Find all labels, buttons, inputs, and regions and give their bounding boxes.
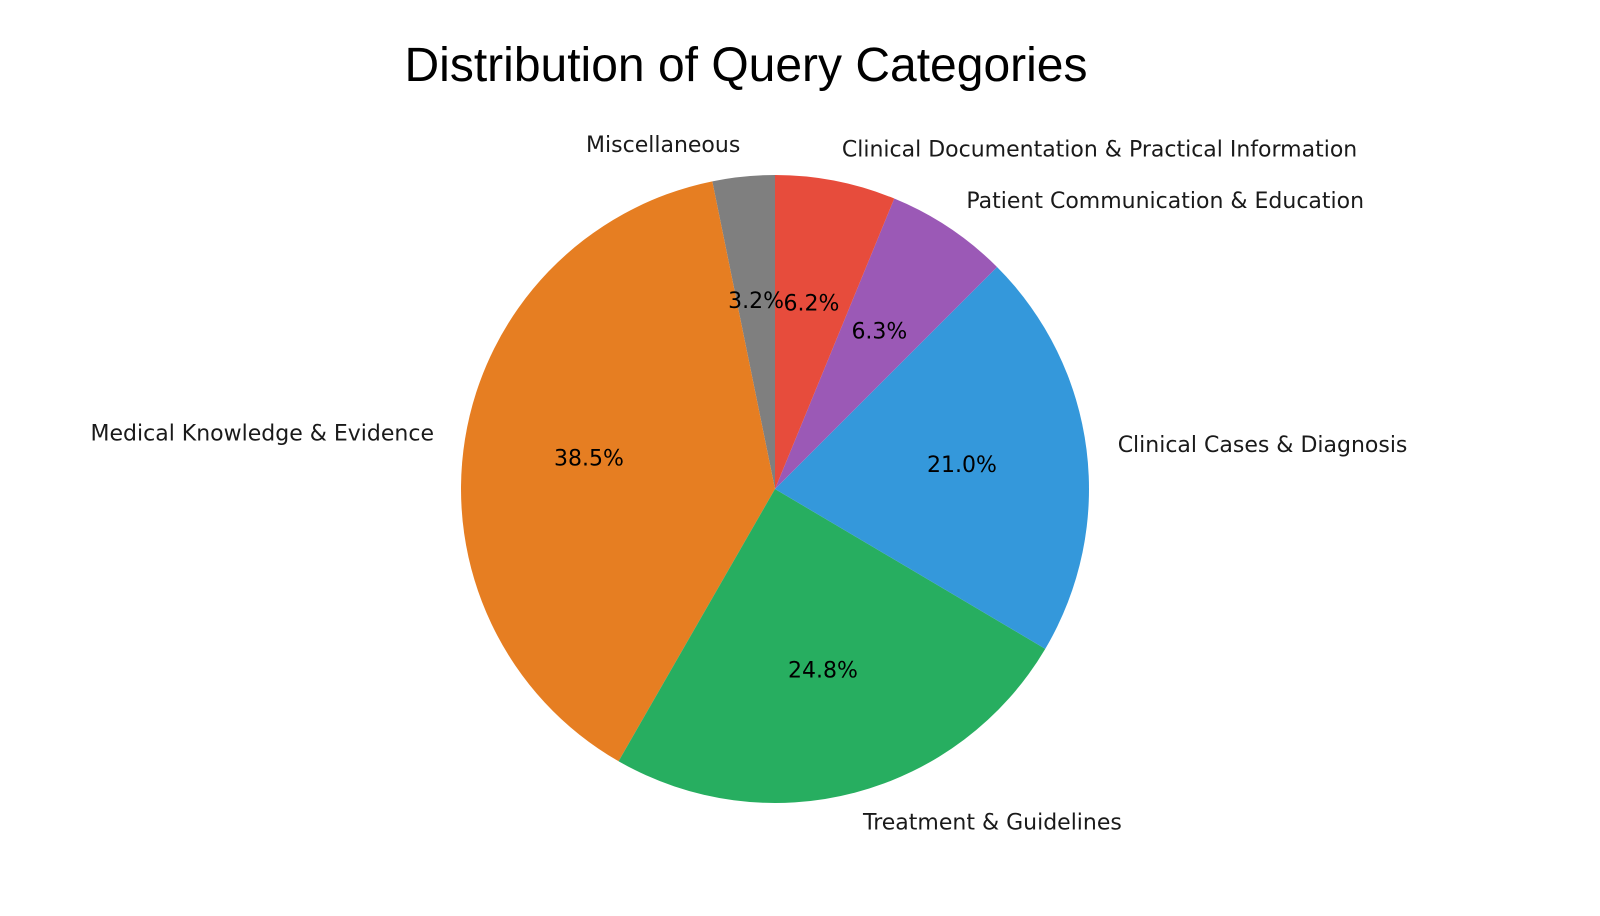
pie-category-label-medical-knowledge-and-evidence: Medical Knowledge & Evidence [91,421,434,446]
pie-pct-label-medical-knowledge-and-evidence: 38.5% [554,446,624,471]
pie-pct-label-patient-communication-and-education: 6.3% [851,320,907,345]
pie-pct-label-treatment-and-guidelines: 24.8% [788,659,858,684]
pie-slice-clinical-documentation-and-practical-information [775,175,895,489]
pie-pct-label-clinical-documentation-and-practical-information: 6.2% [784,292,840,317]
pie-slice-treatment-and-guidelines [618,489,1046,803]
pie-slice-medical-knowledge-and-evidence [461,181,775,762]
pie-labels: 3.2% Miscellaneous 38.5% Medical Knowledge … [91,133,1408,836]
pie-category-label-clinical-documentation-and-practical-information: Clinical Documentation & Practical Infor… [842,138,1357,163]
pie-pct-label-miscellaneous: 3.2% [728,289,784,314]
pie-slice-clinical-cases-and-diagnosis [775,266,1089,649]
pie-slice-miscellaneous [712,175,775,489]
chart-title: Distribution of Query Categories [404,39,1088,92]
pie-slices [461,175,1089,803]
pie-slice-patient-communication-and-education [775,198,998,489]
pie-category-label-clinical-cases-and-diagnosis: Clinical Cases & Diagnosis [1118,433,1408,458]
pie-category-label-miscellaneous: Miscellaneous [586,133,740,158]
pie-category-label-patient-communication-and-education: Patient Communication & Education [966,189,1364,214]
pie-category-label-treatment-and-guidelines: Treatment & Guidelines [862,811,1122,836]
pie-pct-label-clinical-cases-and-diagnosis: 21.0% [927,453,997,478]
